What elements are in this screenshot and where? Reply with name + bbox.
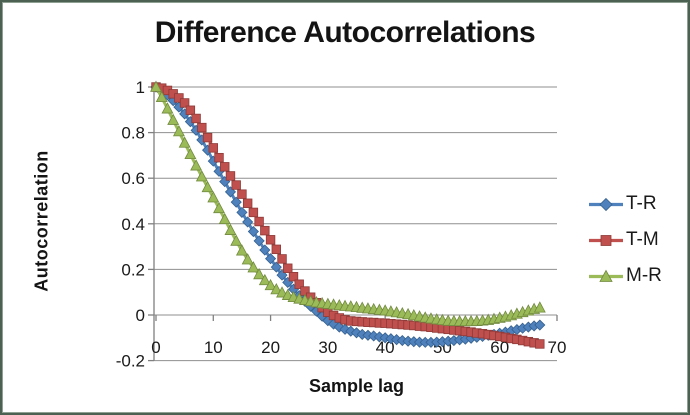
- marker-triangle: [224, 223, 237, 235]
- legend-entry-T-R: T-R: [588, 193, 662, 215]
- chart-title: Difference Autocorrelations: [154, 16, 536, 49]
- marker-diamond: [270, 261, 282, 273]
- marker-diamond: [534, 319, 546, 331]
- marker-diamond: [253, 235, 265, 247]
- legend-marker-triangle-icon: [589, 269, 623, 282]
- marker-triangle: [172, 125, 185, 137]
- y-tick-label: 0: [136, 306, 145, 325]
- marker-square: [174, 93, 184, 103]
- marker-triangle: [533, 301, 546, 313]
- legend-entry-M-R: M-R: [588, 265, 662, 287]
- marker-square: [231, 180, 241, 190]
- marker-square: [283, 263, 293, 273]
- y-tick-label: 0.8: [121, 124, 145, 143]
- y-tick-label: 0.6: [121, 169, 145, 188]
- marker-square: [220, 162, 230, 172]
- legend: T-R T-M M-R: [588, 193, 662, 287]
- marker-triangle: [241, 253, 254, 265]
- series-line-T-R: [155, 85, 541, 344]
- marker-square: [202, 132, 213, 143]
- marker-diamond: [236, 206, 248, 218]
- marker-triangle: [207, 191, 220, 203]
- marker-triangle: [195, 170, 208, 182]
- marker-square: [535, 339, 545, 349]
- marker-triangle: [190, 159, 203, 171]
- marker-triangle: [235, 244, 248, 256]
- marker-diamond: [339, 323, 351, 335]
- tick-labels: 10.80.60.40.20-0.20 10 20 30 40 50 60 70: [116, 78, 567, 371]
- marker-triangle: [213, 201, 225, 214]
- marker-triangle: [161, 102, 174, 114]
- marker-triangle: [218, 212, 231, 225]
- marker-square: [179, 98, 190, 108]
- legend-marker-diamond-icon: [589, 197, 623, 211]
- x-tick-label: 20: [261, 338, 280, 357]
- marker-square: [277, 254, 287, 264]
- x-tick-label: 60: [490, 338, 509, 357]
- marker-triangle: [167, 113, 180, 125]
- marker-triangle: [178, 136, 191, 148]
- legend-marker-square-icon: [589, 234, 623, 246]
- x-tick-label: 70: [548, 338, 567, 357]
- marker-square: [288, 271, 299, 282]
- marker-square: [265, 235, 276, 245]
- marker-square: [191, 113, 201, 124]
- marker-triangle: [230, 234, 243, 246]
- marker-diamond: [276, 269, 288, 281]
- series-T-R: [150, 81, 546, 348]
- marker-triangle: [264, 278, 277, 291]
- y-tick-label: 0.2: [121, 260, 145, 279]
- marker-square: [248, 207, 259, 218]
- marker-triangle: [150, 80, 162, 92]
- marker-triangle: [270, 283, 283, 295]
- marker-square: [185, 105, 196, 115]
- marker-square: [294, 279, 304, 289]
- legend-label-M-R: M-R: [626, 265, 662, 286]
- y-tick-label: 1: [136, 78, 145, 97]
- y-tick-label: 0.4: [121, 215, 145, 234]
- legend-entry-T-M: T-M: [588, 229, 662, 251]
- x-tick-label: 10: [204, 338, 223, 357]
- marker-square: [254, 216, 264, 227]
- y-tick-label: -0.2: [116, 352, 145, 371]
- marker-triangle: [184, 147, 197, 160]
- marker-diamond: [230, 196, 242, 208]
- x-tick-label: 30: [318, 338, 337, 357]
- marker-triangle: [258, 273, 271, 286]
- series-M-R: [150, 80, 546, 327]
- marker-triangle: [201, 180, 214, 193]
- series-T-M: [151, 82, 545, 349]
- marker-square: [237, 189, 247, 199]
- marker-diamond: [247, 225, 259, 238]
- series-line-M-R: [154, 86, 541, 323]
- marker-square: [214, 152, 224, 163]
- marker-square: [271, 244, 282, 255]
- x-axis-title: Sample lag: [308, 376, 405, 396]
- marker-diamond: [242, 216, 254, 228]
- legend-label-T-R: T-R: [626, 193, 657, 214]
- marker-triangle: [155, 90, 168, 103]
- marker-triangle: [253, 267, 266, 280]
- x-tick-label: 0: [151, 338, 160, 357]
- marker-diamond: [259, 244, 271, 256]
- legend-label-T-M: T-M: [626, 229, 659, 250]
- marker-square: [197, 122, 207, 133]
- marker-square: [225, 171, 236, 181]
- marker-square: [208, 143, 218, 153]
- marker-triangle: [247, 261, 260, 273]
- marker-diamond: [265, 253, 277, 265]
- marker-square: [260, 225, 270, 236]
- marker-square: [242, 198, 253, 208]
